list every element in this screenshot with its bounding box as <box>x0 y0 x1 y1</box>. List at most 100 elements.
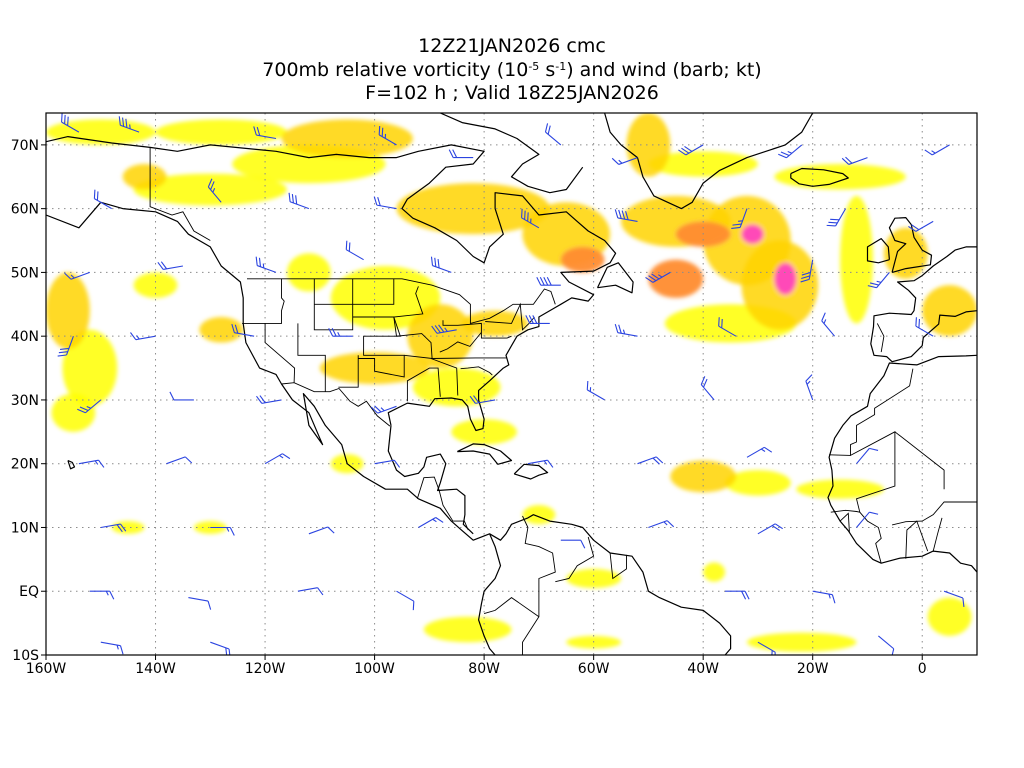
wind-barb <box>645 271 671 283</box>
y-tick-label: 10S <box>12 648 39 664</box>
x-axis-ticks: 160W 140W 120W 100W 80W 60W 40W 20W 0 <box>26 655 927 677</box>
wind-barb <box>856 447 879 465</box>
border-us-mexico <box>281 382 391 427</box>
wind-barb <box>210 526 235 536</box>
y-tick-label: 10N <box>11 520 39 536</box>
wind-barb <box>210 641 231 655</box>
wind-barb <box>231 323 255 337</box>
wind-barb <box>169 391 194 401</box>
vorticity-area <box>330 266 441 330</box>
x-tick-label: 140W <box>135 661 176 677</box>
border-us-interior-6 <box>393 286 433 360</box>
wind-barb <box>93 189 112 210</box>
vorticity-area <box>741 224 764 244</box>
title-block: 12Z21JAN2026 cmc 700mb relative vorticit… <box>262 35 761 104</box>
wind-barb <box>396 590 415 611</box>
wind-barb <box>57 336 74 357</box>
wind-barb <box>778 144 803 159</box>
border-west-africa-5 <box>839 512 850 532</box>
border-us-canada <box>247 278 556 324</box>
vorticity-area <box>774 262 797 295</box>
coastline-hispaniola <box>513 463 549 480</box>
vorticity-area <box>407 304 474 369</box>
wind-barb <box>915 317 934 337</box>
wind-barb <box>130 332 156 341</box>
coastline-north-america <box>46 201 732 655</box>
wind-barb <box>560 539 586 549</box>
wind-barb <box>469 395 496 404</box>
coastline-south-america-west <box>478 533 502 655</box>
coastline-iceland <box>790 167 849 187</box>
border-west-africa-3 <box>905 520 929 559</box>
wind-barb <box>678 144 704 156</box>
vorticity-area <box>133 272 178 298</box>
wind-barb <box>867 272 890 289</box>
vorticity-area <box>111 521 145 534</box>
border-central-america-borders <box>416 476 469 531</box>
coastline-baffin <box>440 113 584 194</box>
x-tick-label: 120W <box>245 661 286 677</box>
wind-barb <box>100 523 127 533</box>
coastline-africa <box>827 354 977 573</box>
wind-barb <box>614 209 638 222</box>
wind-barb <box>757 641 776 655</box>
wind-barb <box>255 256 277 273</box>
wind-barb <box>89 590 115 600</box>
wind-barb <box>718 317 737 337</box>
vorticity-area <box>725 470 791 496</box>
wind-barb <box>166 456 193 465</box>
wind-barb <box>100 641 124 655</box>
title-line-3: F=102 h ; Valid 18Z25JAN2026 <box>365 82 659 104</box>
wind-barb <box>525 315 550 324</box>
wind-barb <box>256 395 282 404</box>
wind-barb <box>544 123 562 146</box>
y-tick-label: EQ <box>19 584 39 600</box>
vorticity-area <box>155 119 287 145</box>
vorticity-area <box>286 253 331 292</box>
wind-barb <box>757 523 783 535</box>
y-axis-ticks: 70N 60N 50N 40N 30N 20N 10N EQ 10S <box>11 138 46 664</box>
wind-barb <box>731 208 748 229</box>
x-tick-label: 160W <box>26 661 67 677</box>
border-us-interior-7 <box>442 320 512 339</box>
coastline-ireland <box>866 238 890 264</box>
border-us-interior-5 <box>352 316 405 378</box>
border-morocco-algeria <box>829 368 914 456</box>
wind-barb <box>188 597 212 610</box>
wind-barb <box>61 113 80 133</box>
wind-barb <box>308 526 335 535</box>
vorticity-area <box>46 272 90 349</box>
x-tick-label: 60W <box>578 661 610 677</box>
wind-barb <box>448 149 474 159</box>
wind-barb <box>800 259 814 283</box>
wind-barb <box>77 399 102 414</box>
wind-barb <box>118 116 140 133</box>
coastline-mexico-yucatan <box>387 425 474 535</box>
border-west-africa-4 <box>932 517 943 552</box>
wind-barb <box>586 380 605 401</box>
vorticity-area <box>566 568 622 589</box>
border-us-interior-9 <box>430 357 508 396</box>
vorticity-area <box>62 329 118 407</box>
wind-barb <box>253 126 277 140</box>
border-us-interior-11 <box>439 332 482 353</box>
vorticity-area <box>122 164 167 190</box>
border-west-africa-2 <box>891 501 977 526</box>
vorticity-area <box>648 259 704 298</box>
wind-barb <box>924 144 950 156</box>
political-borders <box>149 147 977 655</box>
wind-barb <box>805 374 814 401</box>
vorticity-area <box>883 227 928 279</box>
wind-barb <box>943 590 965 607</box>
vorticity-area <box>703 562 726 582</box>
wind-barb <box>370 405 397 414</box>
wind-barb <box>700 376 715 401</box>
border-alaska-canada <box>149 147 211 241</box>
coastline-cuba <box>457 443 513 465</box>
wind-barb <box>288 192 310 210</box>
vorticity-area <box>51 393 96 432</box>
vorticity-area <box>423 616 512 643</box>
vorticity-area <box>927 597 972 636</box>
wind-barb <box>328 327 353 337</box>
